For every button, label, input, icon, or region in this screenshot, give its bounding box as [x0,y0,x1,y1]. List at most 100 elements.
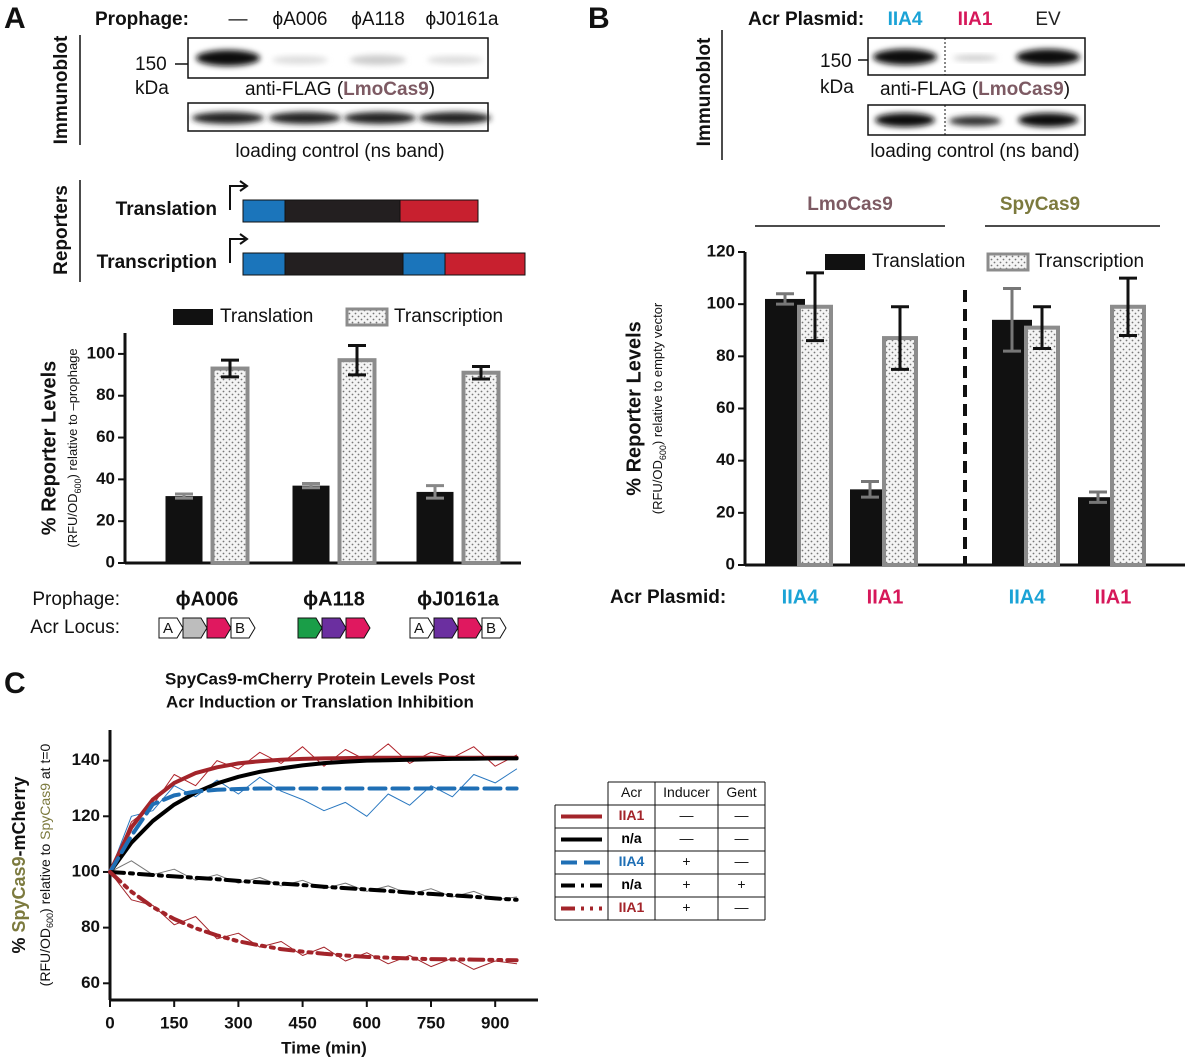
gene [182,617,208,639]
x-axis-label: Time (min) [281,1038,367,1057]
text: (RFU/OD [65,493,80,547]
bar [461,370,501,565]
bar [165,496,203,563]
text: ) [1064,79,1070,100]
y-tick-label: 140 [72,750,100,769]
x-tick-label: 300 [224,1013,252,1032]
bar [1024,325,1060,567]
gene [206,617,232,639]
table-cell: + [682,876,690,892]
gene [481,617,507,639]
lane-label: IIA1 [958,9,993,30]
gene [345,617,371,639]
row-label: Acr Plasmid: [748,9,864,30]
blot-label: loading control (ns band) [235,141,444,162]
band [953,55,997,61]
error-bar [472,364,490,381]
x-row-label: Prophage: [32,589,120,610]
table-header: Acr [621,784,642,800]
y-tick-label: 80 [81,917,100,936]
y-tick-label: 100 [707,294,735,313]
side-label: Immunoblot [694,37,715,146]
x-tick-label: ϕJ0161a [417,588,500,610]
band [419,112,491,124]
text: 600 [73,478,83,493]
text: -mCherry [9,776,29,856]
gene [230,617,256,639]
text: 600 [658,445,668,460]
y-tick-label: 80 [96,385,115,404]
band [269,112,341,124]
band [427,56,483,64]
row-label: Prophage: [95,9,189,30]
band [272,56,328,64]
group-label: LmoCas9 [807,194,893,215]
band [873,49,937,65]
error-bar [806,271,824,343]
x-tick-label: 150 [160,1013,188,1032]
y-tick-label: 40 [96,469,115,488]
text: LmoCas9 [343,79,429,100]
side-label: Reporters [51,185,72,275]
band [350,55,406,65]
gene-label: A [414,620,424,637]
lane-label: IIA4 [888,9,923,30]
segment [399,199,479,223]
error-bar [302,482,320,490]
segment [242,252,286,276]
bar [882,336,918,568]
y-tick-label: 20 [96,511,115,530]
bar [416,491,454,563]
row-label: Acr Locus: [30,617,120,638]
table-header: Gent [726,784,756,800]
bar [210,366,250,565]
table-cell: + [682,899,690,915]
panel-label: B [588,2,610,35]
x-tick-label: ϕA118 [303,588,365,610]
trace-line [109,871,518,970]
x-tick-label: IIA4 [1009,586,1047,608]
legend-label: Transcription [394,306,503,327]
trace-line [109,860,518,901]
table-cell: IIA1 [619,807,645,823]
y-tick-label: 60 [81,973,100,992]
gene-label: B [486,620,496,637]
segment [402,252,446,276]
error-bar [1089,490,1107,504]
y-tick-label: 20 [716,502,735,521]
table-cell: IIA1 [619,899,645,915]
blots [79,30,1086,160]
y-axis-sublabel: (RFU/OD600) relative to –prophage [65,348,83,547]
lane-label: ϕA118 [351,9,405,30]
error-bar [776,292,794,306]
error-bar [1033,305,1051,351]
fit-line [108,756,519,874]
x-tick-label: 0 [105,1013,114,1032]
segment [284,199,401,223]
x-tick-label: 750 [417,1013,445,1032]
table-cell: IIA4 [619,853,645,869]
lane-label: ϕJ0161a [426,9,499,30]
table-cell: — [735,899,749,915]
gene [297,617,323,639]
text: ) relative to empty vector [650,302,665,445]
gene-label: A [163,620,173,637]
x-row-label: Acr Plasmid: [610,587,726,608]
bar [797,304,833,567]
table-cell: — [735,807,749,823]
y-axis-sublabel: (RFU/OD600) relative to empty vector [650,302,668,514]
table-cell: — [680,830,694,846]
fit-line [108,870,519,902]
text: at t=0 [37,743,53,783]
x-tick-label: 900 [481,1013,509,1032]
fit-line [108,755,519,874]
error-bar [1003,287,1021,353]
marker-unit: kDa [135,78,169,99]
blot-label: anti-FLAG (LmoCas9) [245,79,435,100]
y-axis-label: % Reporter Levels [623,321,645,496]
text: anti-FLAG ( [880,79,979,100]
group-label: SpyCas9 [1000,194,1080,215]
text: LmoCas9 [978,79,1064,100]
table-cell: — [735,853,749,869]
